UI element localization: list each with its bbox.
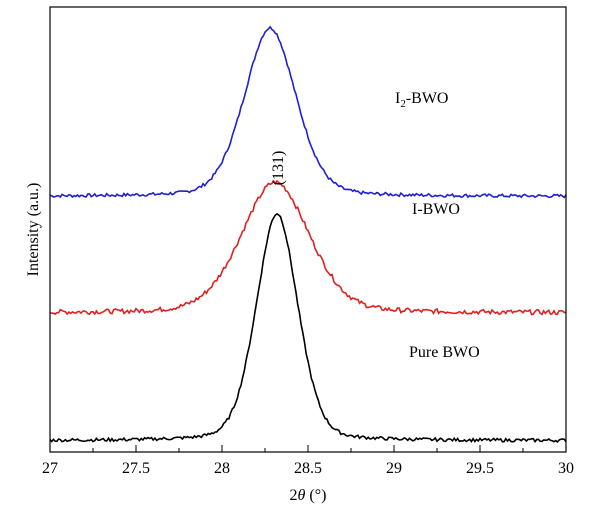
series-line-i-bwo	[49, 179, 567, 316]
x-axis-label: 2θ (°)	[290, 487, 327, 504]
series-line-i2-bwo	[49, 25, 567, 199]
series-line-pure-bwo	[49, 212, 567, 444]
series-label-i2-bwo: I2-BWO	[395, 90, 448, 110]
plot-lines	[49, 25, 567, 444]
x-tick-label: 30	[558, 460, 574, 477]
series-label-i-bwo: I-BWO	[412, 201, 460, 218]
series-label-pure-bwo: Pure BWO	[409, 344, 480, 361]
y-axis-label: Intensity (a.u.)	[25, 183, 42, 277]
peak-annotation-131: (131)	[270, 151, 287, 186]
x-tick-label: 28	[214, 460, 230, 477]
x-tick-label: 28.5	[294, 460, 322, 477]
x-tick-label: 27	[42, 460, 58, 477]
x-tick-label: 29.5	[466, 460, 494, 477]
x-axis-ticks: 27 27.5 28 28.5 29 29.5 30	[42, 445, 574, 477]
x-tick-label: 27.5	[122, 460, 150, 477]
x-tick-label: 29	[386, 460, 402, 477]
